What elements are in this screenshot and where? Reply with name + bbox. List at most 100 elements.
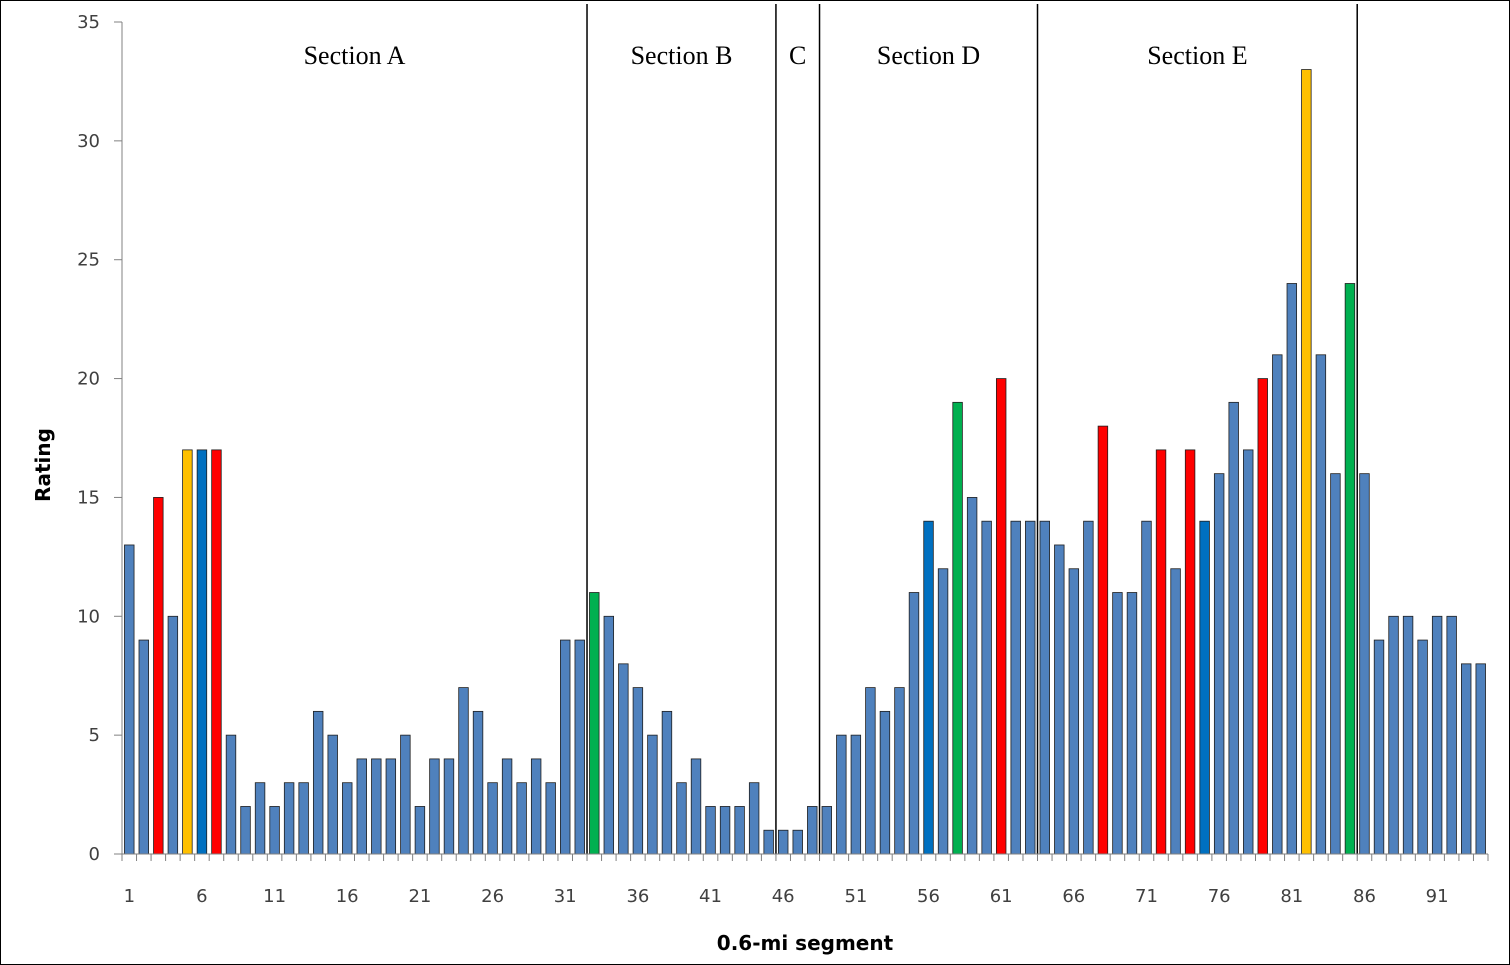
bar-segment-89 — [1402, 615, 1414, 855]
bar-segment-91 — [1431, 615, 1443, 855]
bar-segment-88 — [1388, 615, 1399, 855]
bar-segment-12 — [283, 782, 295, 855]
bar-segment-67 — [1083, 520, 1094, 855]
y-tick-label: 10 — [77, 606, 100, 627]
bar-segment-34 — [603, 615, 615, 855]
section-label: Section D — [877, 41, 980, 70]
bar-segment-3 — [153, 497, 164, 855]
bar-segment-9 — [240, 806, 251, 855]
bar-segment-48 — [807, 806, 818, 855]
section-label: C — [789, 41, 806, 70]
bar-segment-5 — [182, 449, 193, 855]
x-tick-label: 31 — [554, 886, 577, 907]
y-tick-label: 30 — [77, 131, 100, 152]
bar-segment-14 — [312, 710, 324, 855]
bar-segment-37 — [647, 734, 658, 855]
section-label: Section B — [631, 41, 733, 70]
bar-segment-76 — [1213, 473, 1225, 855]
x-tick-label: 66 — [1062, 886, 1085, 907]
bar-segment-75 — [1199, 520, 1210, 855]
bar-segment-19 — [385, 758, 397, 855]
bar-segment-10 — [254, 782, 266, 855]
bar-segment-1 — [124, 544, 135, 855]
bar-segment-16 — [342, 782, 353, 855]
bar-segment-22 — [429, 758, 440, 855]
bar-segment-72 — [1155, 449, 1167, 855]
bar-segment-11 — [269, 806, 280, 855]
bar-segment-42 — [719, 806, 731, 855]
x-tick-label: 81 — [1280, 886, 1303, 907]
bar-segment-31 — [560, 639, 571, 855]
bar-segment-66 — [1068, 568, 1080, 855]
bar-segment-33 — [589, 592, 600, 855]
bar-segment-24 — [458, 687, 469, 855]
x-tick-label: 46 — [772, 886, 795, 907]
bar-segment-25 — [472, 710, 484, 855]
bar-segment-62 — [1010, 520, 1021, 855]
y-tick-label: 15 — [77, 487, 100, 508]
x-tick-label: 26 — [481, 886, 504, 907]
x-tick-label: 86 — [1353, 886, 1376, 907]
bar-segment-77 — [1228, 401, 1239, 855]
section-label: Section A — [304, 41, 406, 70]
bar-segment-38 — [661, 710, 673, 855]
x-axis-title: 0.6-mi segment — [717, 931, 894, 955]
bar-segment-2 — [138, 639, 149, 855]
bar-segment-55 — [908, 592, 920, 855]
y-tick-label: 20 — [77, 369, 100, 390]
bar-segment-65 — [1054, 544, 1065, 855]
x-tick-label: 91 — [1426, 886, 1449, 907]
bar-segment-92 — [1446, 615, 1457, 855]
bar-segment-80 — [1272, 354, 1283, 855]
bar-segment-78 — [1243, 449, 1254, 855]
bar-segment-49 — [821, 806, 832, 855]
bar-segment-52 — [865, 687, 876, 855]
bar-segment-64 — [1039, 520, 1050, 855]
bar-segment-35 — [618, 663, 629, 855]
bar-segment-87 — [1373, 639, 1385, 855]
bar-segment-79 — [1257, 378, 1268, 855]
bar-segment-30 — [545, 782, 556, 855]
bar-segment-45 — [763, 829, 774, 855]
bar-segment-84 — [1330, 473, 1341, 855]
bar-segment-71 — [1141, 520, 1152, 855]
bar-segment-90 — [1417, 639, 1428, 855]
y-tick-label: 5 — [89, 725, 100, 746]
bar-segment-27 — [501, 758, 513, 855]
bar-segment-74 — [1184, 449, 1196, 855]
bar-segment-60 — [981, 520, 992, 855]
x-tick-label: 56 — [917, 886, 940, 907]
bar-segment-93 — [1461, 663, 1472, 855]
bar-segment-21 — [414, 806, 426, 855]
y-tick-label: 0 — [89, 844, 100, 865]
bar-segment-50 — [836, 734, 847, 855]
x-tick-label: 1 — [124, 886, 135, 907]
x-tick-label: 71 — [1135, 886, 1158, 907]
x-tick-label: 51 — [844, 886, 867, 907]
bar-segment-83 — [1315, 354, 1327, 855]
bar-segment-68 — [1097, 425, 1109, 855]
bar-segment-8 — [225, 734, 237, 855]
x-tick-label: 6 — [196, 886, 207, 907]
bar-segment-4 — [167, 615, 179, 855]
bar-segment-85 — [1344, 283, 1356, 855]
bar-segment-61 — [995, 378, 1007, 855]
y-tick-label: 25 — [77, 250, 100, 271]
bar-segment-82 — [1301, 69, 1312, 855]
y-axis-title: Rating — [31, 428, 55, 502]
bar-segment-15 — [327, 734, 338, 855]
bar-segment-18 — [371, 758, 382, 855]
plot-area: Section A Section B C Section D Section E051… — [77, 4, 1489, 907]
bar-segment-41 — [705, 806, 716, 855]
bar-segment-63 — [1025, 520, 1036, 855]
bar-segment-73 — [1170, 568, 1181, 855]
x-tick-label: 16 — [336, 886, 359, 907]
section-label: Section E — [1147, 41, 1247, 70]
x-tick-label: 76 — [1208, 886, 1231, 907]
x-tick-label: 11 — [263, 886, 286, 907]
bar-segment-6 — [196, 449, 208, 855]
bar-segment-13 — [298, 782, 309, 855]
bar-segment-69 — [1112, 592, 1123, 855]
bar-segment-59 — [966, 497, 978, 855]
